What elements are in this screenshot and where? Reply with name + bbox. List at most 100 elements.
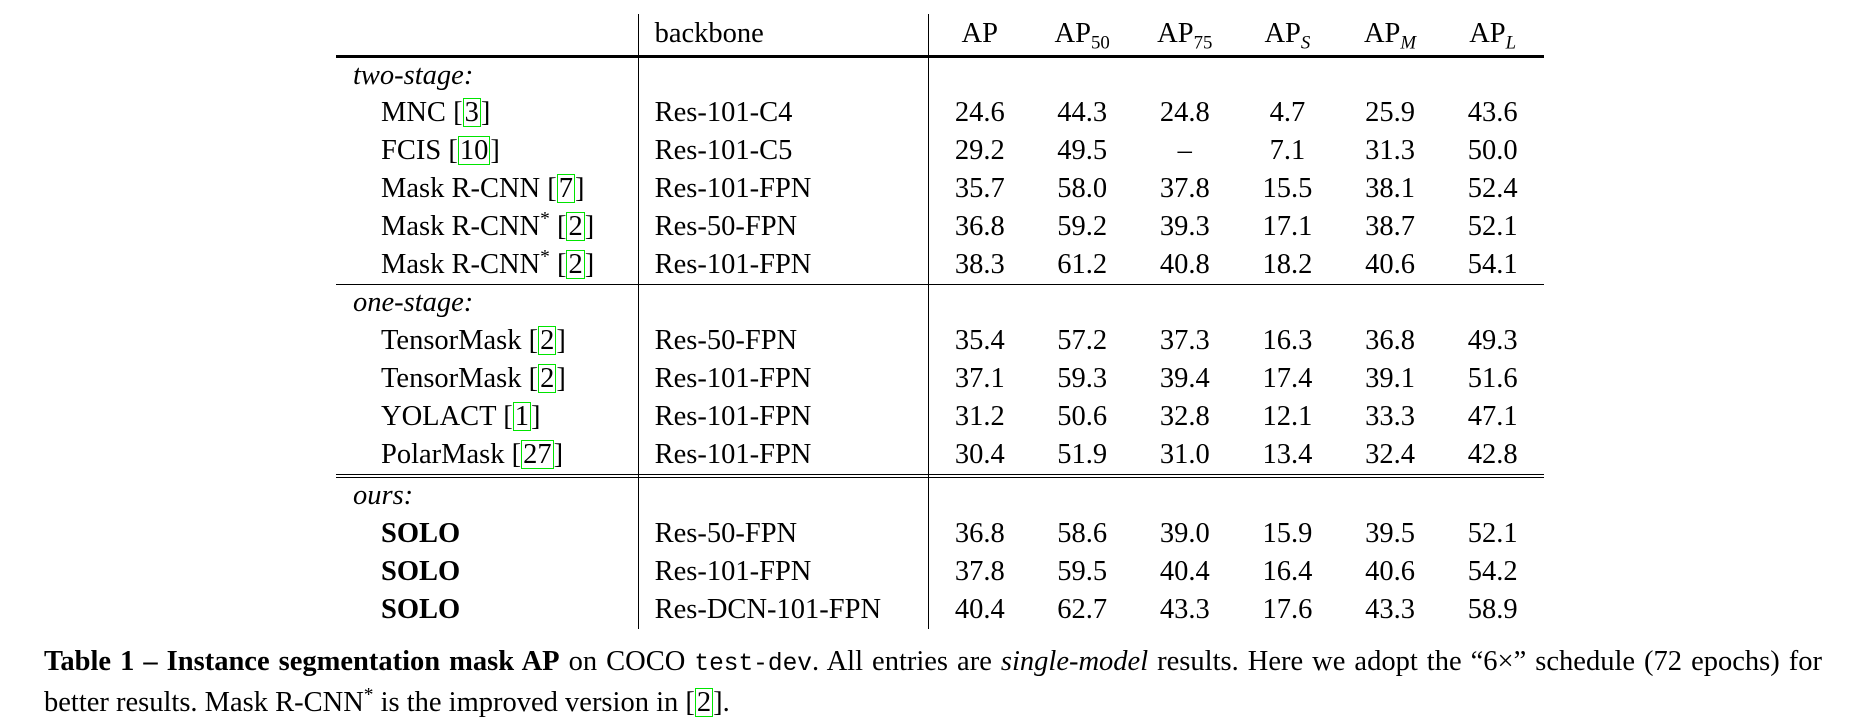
metric-cell: 58.9: [1467, 594, 1518, 625]
metric-cell: 12.1: [1262, 401, 1313, 432]
backbone-cell: Res-101-FPN: [637, 170, 929, 208]
section-label: one-stage:: [353, 287, 474, 319]
table-caption: Table 1 – Instance segmentation mask AP …: [44, 641, 1822, 723]
metric-cell: 59.5: [1057, 556, 1108, 587]
caption-seg2: . All entries are: [812, 646, 1001, 677]
method-cell: SOLO: [336, 591, 638, 629]
table-row: Mask R-CNN* [2] Res-101-FPN 38.3 61.2 40.8 18…: [336, 246, 1544, 284]
section-label-row: one-stage:: [336, 283, 1544, 322]
method-name: Mask R-CNN: [381, 173, 541, 204]
metric-cell: 15.9: [1262, 518, 1313, 549]
metric-subscript: L: [1505, 32, 1517, 54]
metric-cell: 50.6: [1057, 401, 1108, 432]
backbone-cell: Res-101-C5: [637, 132, 929, 170]
metric-cell: 36.8: [927, 515, 1031, 553]
method-cell: Mask R-CNN* [2]: [381, 208, 595, 242]
metric-cell: 57.2: [1057, 325, 1108, 356]
metric-subscript: M: [1400, 32, 1417, 54]
caption-testdev-code: test-dev: [694, 651, 812, 678]
backbone-cell: Res-DCN-101-FPN: [637, 591, 929, 629]
citation-link[interactable]: 10: [457, 135, 491, 166]
metric-cell: 54.2: [1467, 556, 1518, 587]
method-name: YOLACT: [381, 401, 497, 432]
metric-cell: 24.8: [1159, 97, 1210, 128]
method-cell: MNC [3]: [381, 97, 491, 128]
section-label-row: ours:: [336, 477, 1544, 515]
citation-link[interactable]: 1: [512, 401, 531, 432]
metric-cell: 25.9: [1365, 97, 1415, 128]
metric-cell: 43.3: [1159, 594, 1210, 625]
column-header-metric: APS: [1236, 14, 1339, 58]
metric-cell: 17.6: [1262, 594, 1313, 625]
metric-cell: 31.2: [927, 398, 1031, 436]
citation-link[interactable]: 3: [462, 97, 481, 128]
empty-metrics-cell: [927, 283, 1544, 322]
empty-metrics-cell: [927, 56, 1544, 94]
results-table-wrap: backbone AP AP50 AP75 APS APM APL two-stage: M…: [336, 14, 1544, 629]
metric-subscript: S: [1300, 32, 1311, 54]
section-label: ours:: [353, 480, 414, 512]
table-row: SOLO Res-101-FPN 37.8 59.5 40.4 16.4 40.6 54.2: [336, 553, 1544, 591]
results-table-body: two-stage: MNC [3] Res-101-C4 24.6 44.3 24.8 4…: [336, 56, 1544, 629]
citation-link[interactable]: 27: [521, 438, 554, 470]
table-row: FCIS [10] Res-101-C5 29.2 49.5 – 7.1 31.3 50.0: [336, 132, 1544, 170]
metric-cell: 40.6: [1365, 556, 1415, 587]
method-cell: SOLO: [336, 553, 638, 591]
metric-cell: 40.6: [1365, 248, 1415, 280]
metric-cell: 35.7: [927, 170, 1031, 208]
double-rule-cell: [927, 473, 1544, 478]
metric-cell: 7.1: [1269, 135, 1306, 166]
column-header-metric: AP50: [1030, 14, 1134, 58]
table-row: TensorMask [2] Res-101-FPN 37.1 59.3 39.4 17.…: [336, 360, 1544, 398]
column-header-metric: AP75: [1133, 14, 1237, 58]
backbone-cell: Res-50-FPN: [637, 515, 929, 553]
backbone-cell: Res-101-C4: [637, 94, 929, 132]
method-cell: PolarMask [27]: [381, 438, 564, 470]
metric-cell: 17.1: [1262, 211, 1313, 242]
citation-link[interactable]: 2: [694, 687, 714, 719]
backbone-cell: Res-101-FPN: [637, 360, 929, 398]
metric-cell: –: [1177, 135, 1192, 166]
metric-cell: 4.7: [1269, 97, 1306, 128]
metric-cell: 50.0: [1467, 135, 1518, 166]
backbone-cell: Res-101-FPN: [637, 553, 929, 591]
citation-link[interactable]: 2: [566, 248, 585, 280]
method-name: SOLO: [381, 594, 461, 625]
backbone-cell: Res-101-FPN: [637, 398, 929, 436]
empty-backbone-cell: [637, 283, 929, 322]
column-header-metric: AP: [927, 14, 1031, 58]
metric-cell: 58.0: [1057, 173, 1108, 204]
metric-cell: 61.2: [1057, 248, 1108, 280]
metric-cell: 40.8: [1159, 248, 1210, 280]
metric-cell: 40.4: [1159, 556, 1210, 587]
citation-link[interactable]: 7: [556, 173, 576, 204]
metric-cell: 31.3: [1365, 135, 1415, 166]
metric-cell: 16.3: [1262, 325, 1313, 356]
method-cell: TensorMask [2]: [381, 325, 566, 356]
metric-cell: 39.0: [1159, 518, 1210, 549]
double-rule-cell: [336, 473, 639, 478]
citation-link[interactable]: 2: [538, 363, 557, 394]
method-cell: YOLACT [1]: [381, 401, 541, 432]
metric-cell: 39.5: [1365, 518, 1415, 549]
metric-cell: 52.1: [1467, 211, 1518, 242]
table-row: YOLACT [1] Res-101-FPN 31.2 50.6 32.8 12.1 33.…: [336, 398, 1544, 436]
metric-cell: 38.3: [927, 246, 1031, 284]
metric-cell: 59.3: [1057, 363, 1108, 394]
metric-cell: 17.4: [1262, 363, 1313, 394]
metric-cell: 16.4: [1262, 556, 1313, 587]
backbone-cell: Res-50-FPN: [637, 322, 929, 360]
metric-cell: 52.1: [1467, 518, 1518, 549]
method-name: TensorMask: [381, 363, 522, 394]
method-name: PolarMask: [381, 438, 505, 470]
caption-asterisk: *: [363, 684, 374, 706]
citation-link[interactable]: 2: [566, 211, 585, 242]
metric-cell: 29.2: [927, 132, 1031, 170]
column-header-metric: APL: [1441, 14, 1544, 58]
method-cell: SOLO: [336, 515, 638, 553]
method-name: FCIS: [381, 135, 442, 166]
method-name: TensorMask: [381, 325, 522, 356]
metric-cell: 51.9: [1057, 438, 1108, 470]
citation-link[interactable]: 2: [538, 325, 557, 356]
metric-cell: 44.3: [1057, 97, 1108, 128]
